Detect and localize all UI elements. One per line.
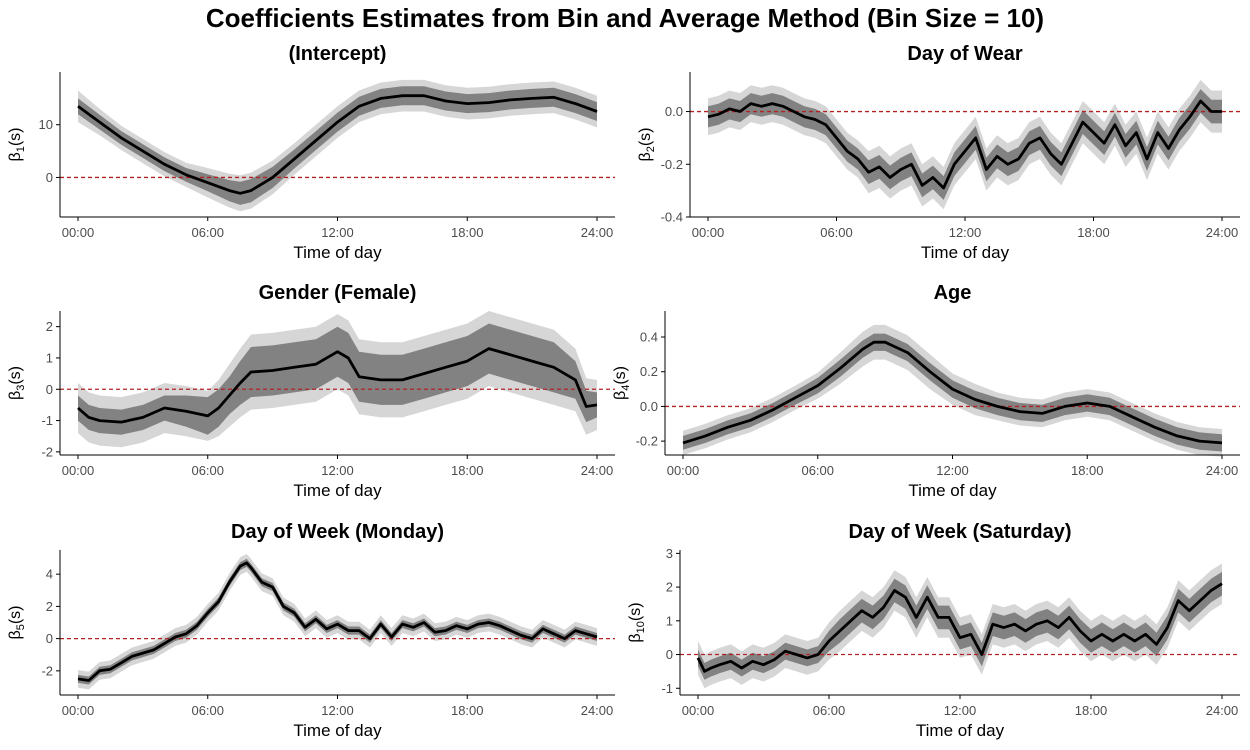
x-tick-label: 24:00 xyxy=(1206,225,1239,240)
chart-panel: 00:00 06:00 12:00 18:00 24:00 0 10 (Intercept) T… xyxy=(7,43,615,262)
x-tick-label: 18:00 xyxy=(451,463,484,478)
x-tick-label: 00:00 xyxy=(692,225,725,240)
x-tick-label: 24:00 xyxy=(581,463,614,478)
x-tick-label: 18:00 xyxy=(451,225,484,240)
x-tick-label: 06:00 xyxy=(820,225,853,240)
panel-title: Day of Week (Saturday) xyxy=(848,521,1071,543)
estimate-line xyxy=(682,340,1223,445)
y-axis-label: β1(s) xyxy=(7,128,27,162)
y-tick-label: -1 xyxy=(41,413,53,428)
x-tick-label: 24:00 xyxy=(581,225,614,240)
y-tick-label: 2 xyxy=(46,599,53,614)
estimate-line xyxy=(707,99,1222,190)
x-axis-label: Time of day xyxy=(293,243,382,262)
x-tick-label: 12:00 xyxy=(936,463,969,478)
x-tick-label: 12:00 xyxy=(321,703,354,718)
panel-title: Gender (Female) xyxy=(259,282,417,304)
x-axis-label: Time of day xyxy=(908,481,997,500)
inner-confidence-band xyxy=(683,333,1222,452)
x-tick-label: 00:00 xyxy=(682,703,715,718)
y-axis-label: β10(s) xyxy=(627,602,647,642)
y-axis-label: β4(s) xyxy=(612,366,632,400)
x-axis-label: Time of day xyxy=(293,721,382,740)
y-tick-label: 0 xyxy=(666,647,673,662)
x-tick-label: 24:00 xyxy=(1206,703,1239,718)
x-axis-label: Time of day xyxy=(921,243,1010,262)
y-tick-label: -0.2 xyxy=(661,157,683,172)
x-tick-label: 00:00 xyxy=(62,225,95,240)
y-tick-label: 2 xyxy=(666,580,673,595)
estimate-line xyxy=(77,94,598,195)
x-axis-label: Time of day xyxy=(293,481,382,500)
chart-panel: 00:00 06:00 12:00 18:00 24:00 -2 0 2 4 Day of Wee… xyxy=(7,521,615,740)
x-tick-label: 12:00 xyxy=(944,703,977,718)
y-axis-label: β2(s) xyxy=(637,128,657,162)
x-tick-label: 12:00 xyxy=(949,225,982,240)
y-axis-label: β5(s) xyxy=(7,606,27,640)
estimate-line xyxy=(696,582,1223,673)
y-tick-label: 0 xyxy=(46,631,53,646)
y-tick-label: 0.4 xyxy=(640,330,658,345)
x-tick-label: 06:00 xyxy=(801,463,834,478)
x-tick-label: 18:00 xyxy=(1075,703,1108,718)
x-tick-label: 18:00 xyxy=(451,703,484,718)
y-tick-label: 0.0 xyxy=(640,399,658,414)
y-tick-label: -2 xyxy=(41,663,53,678)
y-tick-label: -1 xyxy=(661,681,673,696)
panel-title: (Intercept) xyxy=(289,43,387,65)
x-tick-label: 06:00 xyxy=(191,703,224,718)
x-axis-label: Time of day xyxy=(916,721,1005,740)
x-tick-label: 18:00 xyxy=(1077,225,1110,240)
y-tick-label: 0 xyxy=(46,170,53,185)
chart-panel: 00:00 06:00 12:00 18:00 24:00 -0.4 -0.2 0.0 Day … xyxy=(637,43,1240,262)
inner-confidence-band xyxy=(78,323,597,435)
y-tick-label: 4 xyxy=(46,567,53,582)
x-tick-label: 24:00 xyxy=(1206,463,1239,478)
panel-title: Age xyxy=(934,282,972,304)
y-axis-label: β3(s) xyxy=(7,366,27,400)
chart-panel: 00:00 06:00 12:00 18:00 24:00 -2 -1 0 1 2 Gender (… xyxy=(7,282,615,500)
y-tick-label: 1 xyxy=(666,613,673,628)
figure-title: Coefficients Estimates from Bin and Aver… xyxy=(205,3,1045,33)
x-tick-label: 00:00 xyxy=(667,463,700,478)
y-tick-label: 3 xyxy=(666,546,673,561)
estimate-line xyxy=(77,561,598,682)
x-tick-label: 00:00 xyxy=(62,463,95,478)
y-tick-label: 1 xyxy=(46,350,53,365)
x-tick-label: 12:00 xyxy=(321,225,354,240)
panel-title: Day of Week (Monday) xyxy=(231,521,444,543)
x-tick-label: 24:00 xyxy=(581,703,614,718)
chart-panel: 00:00 06:00 12:00 18:00 24:00 -1 0 1 2 3 Day of We… xyxy=(627,521,1240,740)
estimate-line xyxy=(77,347,598,424)
inner-confidence-band xyxy=(78,558,597,685)
y-tick-label: -0.4 xyxy=(661,210,683,225)
x-tick-label: 06:00 xyxy=(191,225,224,240)
x-tick-label: 00:00 xyxy=(62,703,95,718)
y-tick-label: -0.2 xyxy=(636,434,658,449)
x-tick-label: 18:00 xyxy=(1071,463,1104,478)
x-tick-label: 06:00 xyxy=(191,463,224,478)
panel-title: Day of Wear xyxy=(907,43,1022,65)
y-tick-label: 0.2 xyxy=(640,364,658,379)
y-tick-label: -2 xyxy=(41,444,53,459)
inner-confidence-band xyxy=(78,86,597,205)
y-tick-label: 0.0 xyxy=(665,104,683,119)
y-tick-label: 2 xyxy=(46,319,53,334)
inner-confidence-band xyxy=(698,571,1222,680)
inner-confidence-band xyxy=(708,89,1222,200)
y-tick-label: 10 xyxy=(39,117,53,132)
y-tick-label: 0 xyxy=(46,382,53,397)
x-tick-label: 06:00 xyxy=(813,703,846,718)
x-tick-label: 12:00 xyxy=(321,463,354,478)
chart-panel: 00:00 06:00 12:00 18:00 24:00 -0.2 0.0 0.2 0.4 Ag… xyxy=(612,282,1240,500)
